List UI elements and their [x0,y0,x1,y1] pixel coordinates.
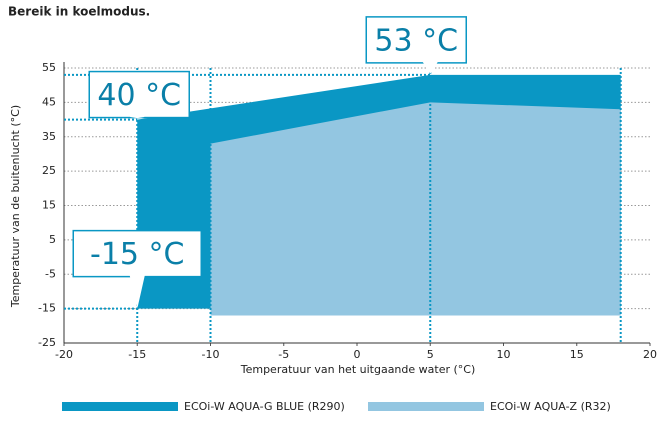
callout-pointer [422,61,439,74]
x-tick-label: -20 [55,348,73,361]
y-tick-label: 25 [42,164,56,177]
callout-box [365,16,467,64]
legend-swatch [368,402,484,411]
y-axis-label: Temperatuur van de buitenlucht (°C) [9,105,22,308]
x-tick-label: 15 [570,348,584,361]
annotation: 40 °C [97,78,181,113]
y-tick-label: 5 [49,233,56,246]
x-tick-label: -10 [202,348,220,361]
y-tick-label: -5 [45,267,56,280]
legend-swatch [62,402,178,411]
annotation: -15 °C [90,237,184,272]
chart-title: Bereik in koelmodus. [8,5,150,19]
x-tick-label: -5 [278,348,289,361]
y-tick-label: -15 [38,302,56,315]
x-tick-label: 5 [427,348,434,361]
range-area [210,102,621,316]
x-tick-label: -15 [128,348,146,361]
callout-pointer [129,275,145,307]
y-tick-label: 55 [42,61,56,74]
annotation: 53 °C [374,23,458,58]
legend-label: ECOi-W AQUA-G BLUE (R290) [184,400,345,413]
callout-box [72,229,202,278]
x-tick-label: 20 [643,348,657,361]
legend-label: ECOi-W AQUA-Z (R32) [490,400,611,413]
callout-pointer [130,116,145,119]
y-tick-label: 15 [42,199,56,212]
y-tick-label: -25 [38,336,56,349]
y-tick-label: 35 [42,130,56,143]
x-tick-label: 0 [354,348,361,361]
callout-box [88,70,190,119]
x-tick-label: 10 [497,348,511,361]
x-axis-label: Temperatuur van het uitgaande water (°C) [240,363,476,376]
y-tick-label: 45 [42,95,56,108]
